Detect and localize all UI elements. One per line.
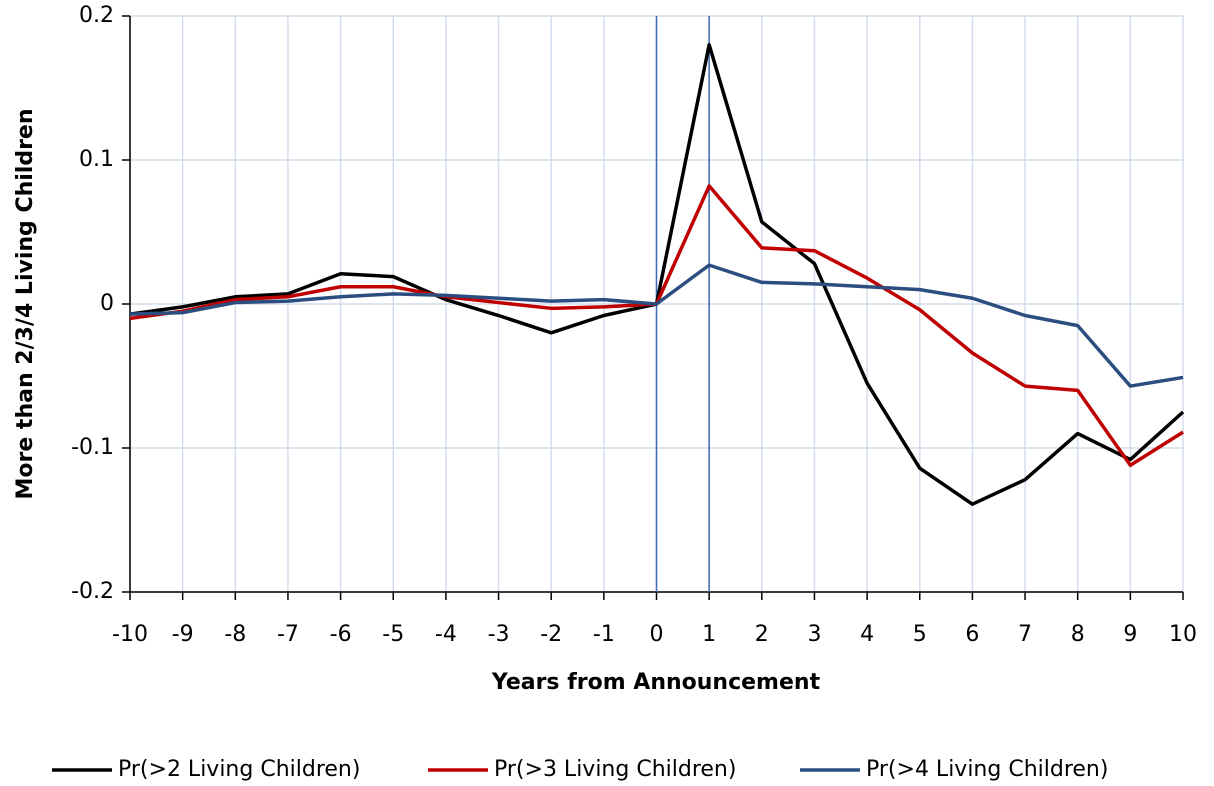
x-tick-label: 9 [1123,622,1137,647]
x-tick-label: 2 [755,622,769,647]
x-tick-label: 10 [1169,622,1197,647]
x-tick-label: -7 [277,622,299,647]
x-tick-label: 3 [807,622,821,647]
y-axis-label: More than 2/3/4 Living Children [13,108,38,499]
series-line [129,263,1184,388]
legend-label: Pr(>4 Living Children) [866,757,1108,782]
x-tick-label: 6 [965,622,979,647]
x-tick-label: -5 [382,622,404,647]
legend-label: Pr(>3 Living Children) [494,757,736,782]
x-tick-label: -3 [488,622,510,647]
y-tick-label: -0.2 [71,579,114,604]
x-tick-label: -9 [172,622,194,647]
x-tick-label: -1 [593,622,615,647]
x-tick-label: -10 [112,622,148,647]
x-tick-label: 1 [702,622,716,647]
x-tick-label: 0 [650,622,664,647]
x-axis-label: Years from Announcement [491,670,821,695]
y-tick-label: 0.2 [79,3,114,28]
x-tick-label: 5 [913,622,927,647]
x-tick-label: -8 [224,622,246,647]
y-tick-label: 0.1 [79,147,114,172]
x-tick-label: -2 [540,622,562,647]
x-tick-label: -4 [435,622,457,647]
y-tick-label: 0 [100,291,114,316]
y-tick-label: -0.1 [71,435,114,460]
x-tick-label: 7 [1018,622,1032,647]
legend-label: Pr(>2 Living Children) [118,757,360,782]
x-tick-label: 8 [1071,622,1085,647]
x-tick-label: 4 [860,622,874,647]
x-tick-label: -6 [330,622,352,647]
